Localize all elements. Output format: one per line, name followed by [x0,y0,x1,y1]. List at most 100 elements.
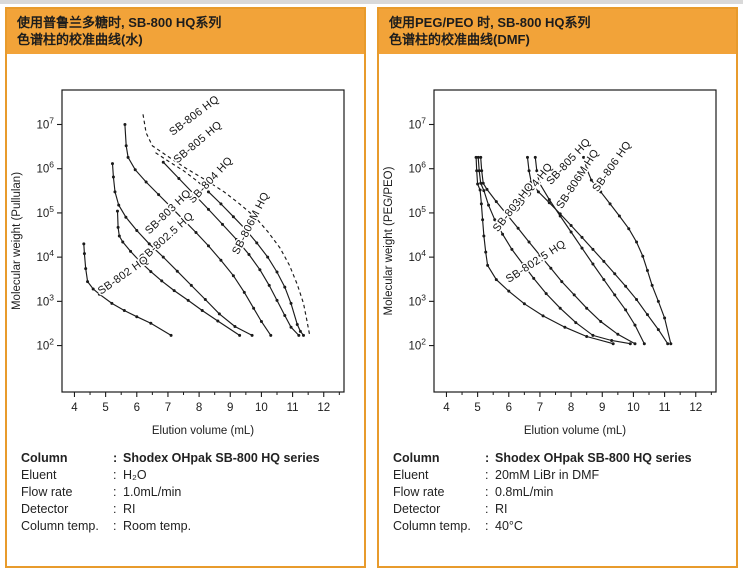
y-tick-label: 104 [408,248,426,264]
data-point [544,292,548,296]
data-point [124,216,128,220]
data-point [247,253,251,257]
data-point [97,293,101,297]
data-point [200,309,204,313]
spec-separator: : [113,451,118,466]
data-point [115,209,119,213]
spec-separator: : [113,502,117,517]
data-point [535,169,539,173]
data-point [259,320,263,324]
data-point [138,260,142,264]
data-point [203,298,207,302]
data-point [231,274,235,278]
data-point [161,161,165,165]
x-tick-label: 5 [474,402,480,414]
data-point [169,334,173,338]
spec-separator: : [113,485,117,500]
panel-title-right-line1: 使用PEG/PEO 时, SB-800 HQ系列 [389,15,591,30]
spec-row: Column temp.: Room temp. [21,518,350,535]
y-tick-label: 107 [408,116,426,132]
data-point [91,287,95,291]
data-point [476,182,480,186]
y-tick-label: 105 [408,204,426,220]
data-point [642,342,646,346]
data-point [244,228,248,232]
data-point [266,255,270,259]
data-point [527,169,531,173]
data-point [485,188,489,192]
data-point [536,190,540,194]
spec-row: Eluent:20mM LiBr in DMF [393,467,722,484]
curve-label-SB-803-HQ: SB-803 HQ [491,181,537,235]
spec-separator: : [485,485,489,500]
panel-title-right: 使用PEG/PEO 时, SB-800 HQ系列 色谱柱的校准曲线(DMF) [379,9,736,55]
data-point [484,250,488,254]
data-point [149,322,153,326]
data-point [527,240,531,244]
data-point [624,285,628,289]
spec-row: Column: Shodex OHpak SB-800 HQ series [21,450,350,467]
y-axis-title: Molecular weight (PEG/PEO) [383,167,395,316]
x-tick-label: 5 [102,402,108,414]
x-tick-label: 8 [568,402,574,414]
data-point [217,312,221,316]
data-point [537,181,541,185]
curve-label-SB-806M-HQ: SB-806M HQ [230,190,272,257]
data-point [289,302,293,306]
chart-area-right: 4 5 6 7 8 9 10 11 12 102 103 104 105 106 107 SB-805 HQ S… [379,54,736,444]
data-point [110,162,114,166]
spec-value: 0.8mL/min [495,485,554,500]
data-point [613,293,617,297]
data-point [558,307,562,311]
y-tick-label: 103 [36,293,54,309]
data-point [234,238,238,242]
data-point [231,215,235,219]
data-point [252,307,256,311]
curve-label-SB-802-HQ: SB-802 HQ [96,254,151,298]
data-point [194,231,198,235]
spec-label: Column [393,451,440,466]
data-point [591,262,595,266]
data-point [613,272,617,276]
spec-label: Eluent [21,468,57,483]
y-tick-label: 106 [408,160,426,176]
spec-row: Eluent: H₂O [21,467,350,484]
data-point [538,254,542,258]
y-tick-label: 105 [36,204,54,220]
data-point [482,189,486,193]
data-point [122,309,126,313]
spec-label: Flow rate [393,485,445,500]
y-tick-label: 107 [36,116,54,132]
data-point [117,203,121,207]
curve-label-SB-806-HQ: SB-806 HQ [590,139,634,194]
data-point [123,123,127,127]
spec-row: Column temp.:40°C [393,518,722,535]
x-tick-label: 6 [134,402,140,414]
panel-title-left-line1: 使用普鲁兰多糖时, SB-800 HQ系列 [17,15,222,30]
x-axis-title: Elution volume (mL) [152,425,254,437]
data-point [117,234,121,238]
panel-title-left: 使用普鲁兰多糖时, SB-800 HQ系列 色谱柱的校准曲线(水) [7,9,364,55]
x-tick-label: 11 [287,402,299,414]
data-point [283,314,287,318]
data-point [560,280,564,284]
data-point [580,246,584,250]
data-point [666,342,670,346]
data-point [591,248,595,252]
data-point [157,193,161,197]
spec-separator: : [113,468,117,483]
panel-title-right-line2: 色谱柱的校准曲线(DMF) [389,32,530,48]
spec-separator: : [485,451,490,466]
data-point [297,334,301,338]
data-point [611,342,615,346]
data-point [617,214,621,218]
data-point [547,198,551,202]
data-point [275,270,279,274]
data-point [633,342,637,346]
data-point [126,156,130,160]
data-point [532,277,536,281]
data-point [474,156,478,160]
spec-label: Detector [21,502,69,517]
data-point [529,180,533,184]
